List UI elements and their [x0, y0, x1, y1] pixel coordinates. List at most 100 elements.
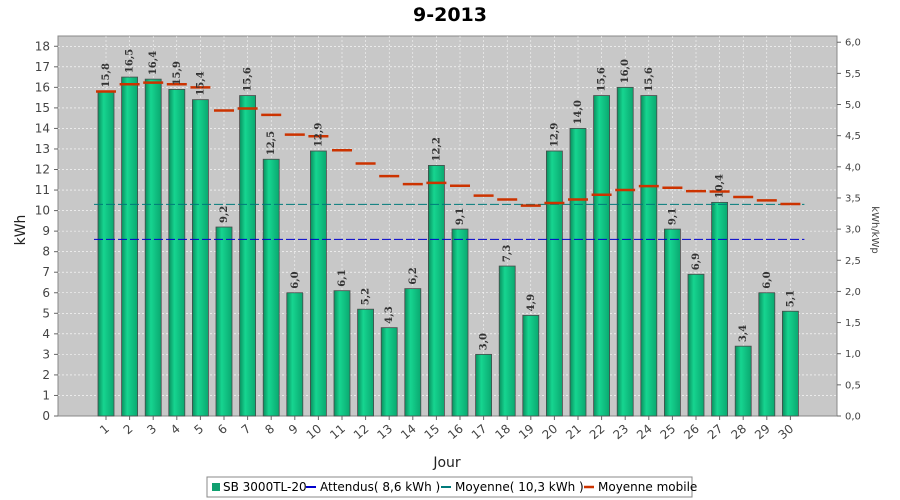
- bar-value-label: 14,0: [573, 100, 584, 124]
- bar: [782, 310, 799, 417]
- x-axis-label: Jour: [432, 455, 461, 471]
- x-tick-label: 26: [681, 422, 702, 443]
- x-tick-label: 13: [374, 422, 395, 443]
- y-tick-label: 16: [35, 80, 50, 94]
- bar-value-label: 10,4: [715, 174, 726, 198]
- bar-value-label: 5,1: [785, 290, 796, 307]
- x-tick-label: 27: [705, 422, 726, 443]
- bar-value-label: 12,2: [431, 137, 442, 161]
- x-tick-label: 23: [610, 422, 631, 443]
- legend-label: SB 3000TL-20: [223, 480, 307, 494]
- y2-tick-label: 5,5: [845, 69, 861, 80]
- x-tick-label: 24: [634, 422, 655, 443]
- y-tick-label: 9: [42, 224, 50, 238]
- x-tick-label: 5: [191, 422, 206, 438]
- y-tick-label: 8: [42, 245, 50, 259]
- bar: [309, 150, 327, 417]
- y-tick-label: 0: [42, 409, 50, 423]
- bar: [191, 99, 209, 417]
- bar: [333, 290, 351, 417]
- x-tick-label: 9: [286, 422, 301, 438]
- y-tick-label: 6: [42, 286, 50, 300]
- bar-value-label: 15,9: [172, 61, 183, 85]
- x-tick-label: 18: [492, 422, 513, 443]
- bar-value-label: 6,0: [762, 271, 773, 288]
- y-tick-label: 13: [35, 142, 50, 156]
- bar-value-label: 5,2: [361, 288, 372, 305]
- bar-value-label: 15,6: [644, 67, 655, 91]
- x-tick-label: 17: [469, 422, 490, 443]
- bar-value-label: 16,5: [125, 49, 136, 73]
- bar: [664, 228, 681, 417]
- y2-tick-label: 5,0: [845, 100, 861, 111]
- bar: [451, 228, 469, 417]
- legend: SB 3000TL-20 Attendus( 8,6 kWh ) Moyenne( …: [206, 476, 697, 498]
- bar-value-label: 9,2: [219, 206, 230, 223]
- x-tick-label: 21: [563, 422, 584, 443]
- y-tick-label: 11: [35, 183, 50, 197]
- x-tick-label: 22: [587, 422, 608, 443]
- x-tick-label: 20: [540, 422, 561, 443]
- bar: [640, 95, 658, 417]
- y-tick-label: 7: [42, 265, 50, 279]
- y2-tick-label: 3,0: [845, 225, 861, 236]
- bar: [687, 273, 705, 417]
- x-tick-label: 1: [97, 422, 112, 438]
- bar: [286, 292, 304, 417]
- bar: [427, 165, 445, 417]
- y-tick-label: 10: [35, 204, 50, 218]
- y-tick-label: 14: [35, 121, 50, 135]
- bar: [262, 158, 280, 417]
- bar-value-label: 15,4: [195, 71, 206, 95]
- y-tick-label: 18: [35, 39, 50, 53]
- chart-title: 9-2013: [413, 4, 487, 26]
- bar-value-label: 4,9: [526, 294, 537, 311]
- x-tick-label: 8: [262, 422, 277, 438]
- y2-tick-label: 6,0: [845, 38, 861, 49]
- x-tick-label: 29: [752, 422, 773, 443]
- bar-value-label: 16,0: [620, 59, 631, 83]
- bar: [593, 95, 610, 417]
- bar: [239, 95, 257, 417]
- y-tick-label: 4: [42, 327, 50, 341]
- bar: [522, 314, 540, 417]
- legend-label: Attendus( 8,6 kWh ): [320, 480, 440, 494]
- y2-tick-label: 1,5: [845, 318, 861, 329]
- bar-value-label: 9,1: [455, 208, 466, 225]
- y2-tick-label: 3,5: [845, 193, 861, 204]
- x-tick-label: 10: [304, 422, 325, 443]
- bar-value-label: 15,6: [597, 67, 608, 91]
- y-tick-label: 17: [35, 60, 50, 74]
- bar-value-label: 6,1: [337, 269, 348, 286]
- y-tick-label: 1: [42, 388, 50, 402]
- bar: [404, 288, 422, 417]
- y2-tick-label: 1,0: [845, 349, 861, 360]
- bar: [357, 308, 375, 417]
- legend-swatch: [212, 483, 220, 491]
- bar-value-label: 12,5: [266, 131, 277, 155]
- bar-value-label: 15,6: [243, 67, 254, 91]
- y2-tick-label: 0,5: [845, 380, 861, 391]
- y2-tick-label: 2,5: [845, 256, 861, 267]
- y-axis-label: kWh: [13, 215, 29, 246]
- x-tick-label: 25: [658, 422, 679, 443]
- x-tick-label: 16: [445, 422, 466, 443]
- x-tick-label: 19: [516, 422, 537, 443]
- y-tick-label: 2: [42, 368, 50, 382]
- bar-value-label: 6,9: [691, 253, 702, 270]
- bar: [475, 353, 493, 417]
- bar-value-label: 12,9: [549, 123, 560, 147]
- bar-value-label: 12,9: [313, 123, 324, 147]
- bar-value-label: 7,3: [502, 245, 513, 262]
- y2-tick-label: 2,0: [845, 287, 861, 298]
- x-tick-label: 2: [121, 422, 136, 438]
- bar: [569, 128, 587, 417]
- x-tick-label: 15: [422, 422, 443, 443]
- legend-label: Moyenne( 10,3 kWh ): [455, 480, 584, 494]
- bar-value-label: 15,8: [101, 63, 112, 87]
- bar-value-label: 6,0: [290, 271, 301, 288]
- y2-tick-label: 4,0: [845, 162, 861, 173]
- x-tick-label: 4: [168, 422, 183, 438]
- bar-value-label: 9,1: [667, 208, 678, 225]
- bar: [711, 201, 728, 417]
